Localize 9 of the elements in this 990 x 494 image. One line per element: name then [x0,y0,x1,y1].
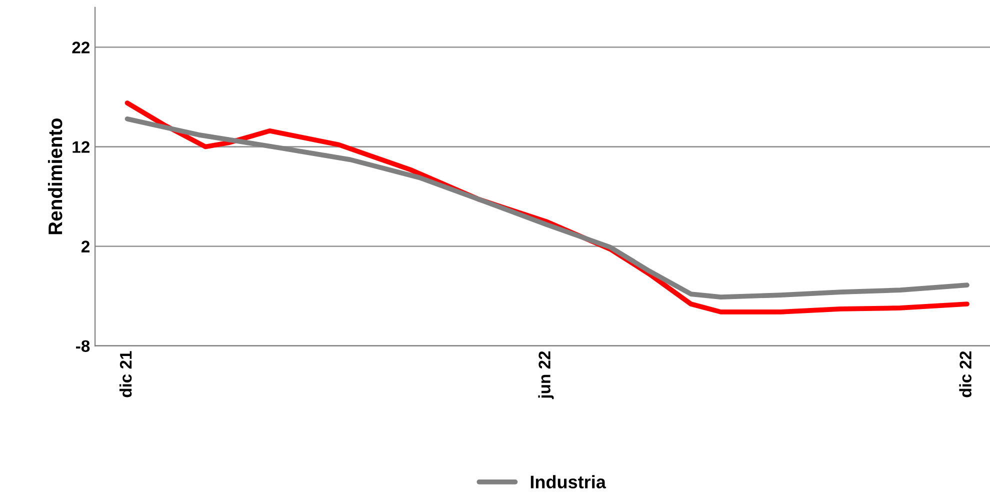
x-tick-label: dic 21 [119,351,132,398]
legend-label: Industria [530,475,606,488]
y-tick-label: 22 [72,42,90,54]
y-tick-label: 2 [81,240,90,252]
y-tick-label: 12 [72,141,90,153]
x-tick-label: jun 22 [538,351,554,400]
y-tick-label: -8 [76,340,90,352]
y-axis-title: Rendimiento [48,118,62,234]
x-tick-label: dic 22 [959,351,972,398]
